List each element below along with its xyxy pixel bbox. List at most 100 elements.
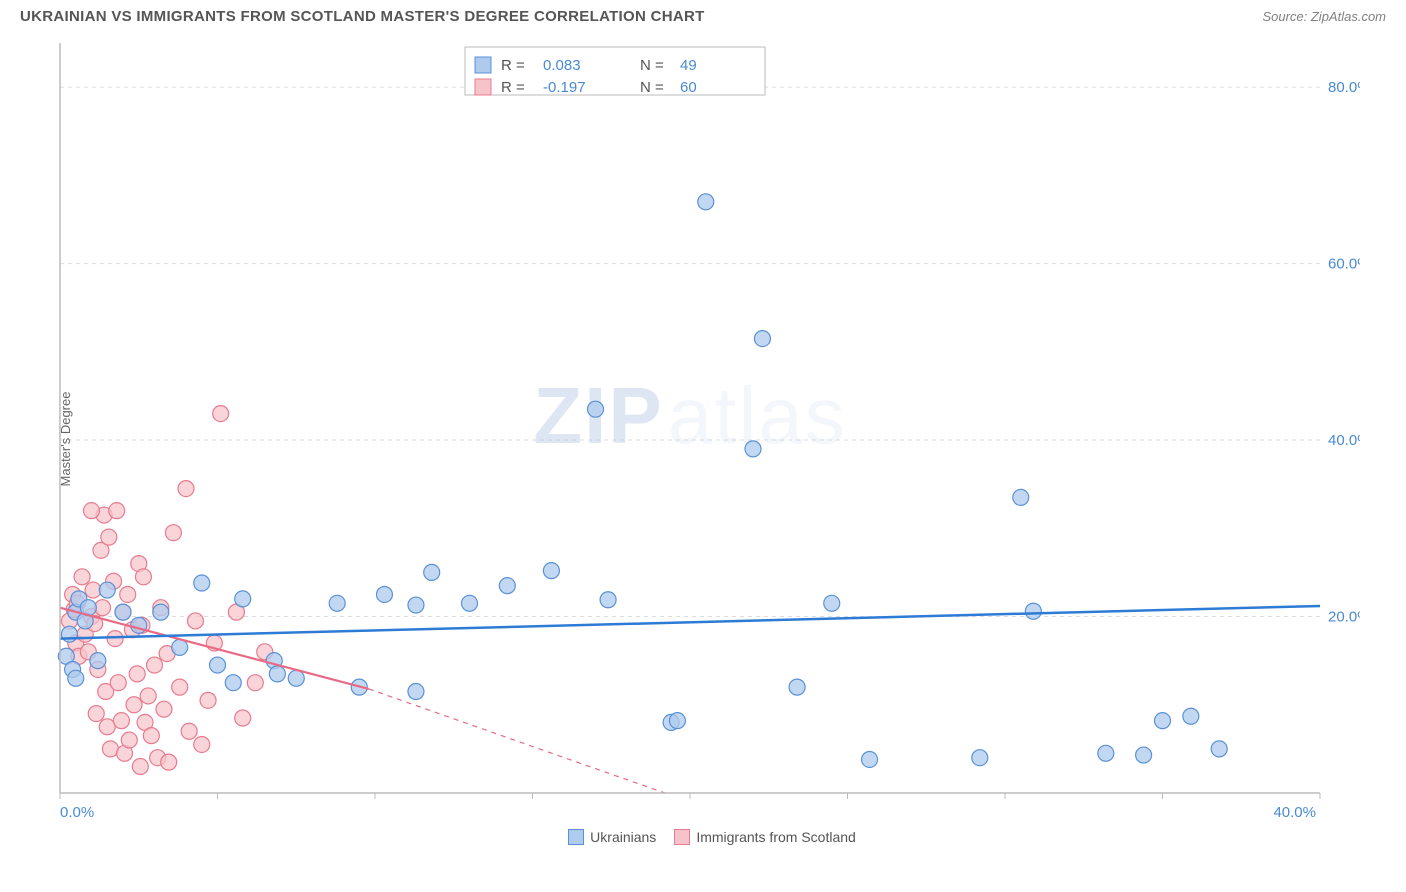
stats-legend: R = 0.083 N = 49 R = -0.197 N = 60: [465, 47, 765, 96]
legend-swatch: [475, 57, 491, 73]
data-point: [115, 604, 131, 620]
data-point: [194, 575, 210, 591]
data-point: [153, 604, 169, 620]
data-point: [862, 751, 878, 767]
data-point: [172, 679, 188, 695]
data-point: [110, 675, 126, 691]
data-point: [1183, 708, 1199, 724]
data-point: [1025, 603, 1041, 619]
legend-swatch: [674, 829, 690, 845]
ytick-label: 80.0%: [1328, 79, 1360, 96]
data-point: [88, 706, 104, 722]
data-point: [408, 597, 424, 613]
data-point: [194, 736, 210, 752]
data-point: [68, 670, 84, 686]
data-point: [588, 401, 604, 417]
data-point: [178, 481, 194, 497]
data-point: [140, 688, 156, 704]
data-point: [132, 759, 148, 775]
chart-header: UKRAINIAN VS IMMIGRANTS FROM SCOTLAND MA…: [0, 0, 1406, 29]
data-point: [90, 653, 106, 669]
data-point: [84, 503, 100, 519]
data-point: [225, 675, 241, 691]
regression-line-pink-dash: [369, 689, 665, 793]
chart-title: UKRAINIAN VS IMMIGRANTS FROM SCOTLAND MA…: [20, 8, 705, 25]
regression-line-blue: [60, 606, 1320, 639]
data-point: [102, 741, 118, 757]
y-axis-label: Master's Degree: [58, 392, 73, 487]
legend-n-value: 49: [680, 57, 697, 74]
data-point: [156, 701, 172, 717]
data-point: [376, 586, 392, 602]
watermark: ZIPatlas: [533, 371, 846, 460]
legend-label: Immigrants from Scotland: [696, 829, 856, 845]
data-point: [107, 631, 123, 647]
ytick-label: 20.0%: [1328, 609, 1360, 626]
data-point: [1155, 713, 1171, 729]
data-point: [135, 569, 151, 585]
data-point: [824, 595, 840, 611]
legend-n-value: 60: [680, 79, 697, 96]
data-point: [200, 692, 216, 708]
data-point: [121, 732, 137, 748]
data-point: [101, 529, 117, 545]
legend-label: Ukrainians: [590, 829, 656, 845]
regression-line-pink: [60, 608, 369, 689]
data-point: [462, 595, 478, 611]
data-point: [698, 194, 714, 210]
legend-n-label: N =: [640, 57, 664, 74]
data-point: [235, 710, 251, 726]
data-point: [172, 639, 188, 655]
data-point: [789, 679, 805, 695]
xtick-label: 40.0%: [1273, 804, 1316, 821]
data-point: [113, 713, 129, 729]
data-point: [745, 441, 761, 457]
legend-r-label: R =: [501, 57, 525, 74]
xtick-label: 0.0%: [60, 804, 94, 821]
ytick-label: 40.0%: [1328, 432, 1360, 449]
data-point: [972, 750, 988, 766]
data-point: [329, 595, 345, 611]
chart-container: Master's Degree 20.0% 40.0% 60.0% 80.0% ZIPa…: [20, 33, 1386, 845]
data-point: [1211, 741, 1227, 757]
data-point: [1013, 489, 1029, 505]
data-point: [165, 525, 181, 541]
data-point: [99, 582, 115, 598]
data-point: [1136, 747, 1152, 763]
legend-r-value: 0.083: [543, 57, 581, 74]
data-point: [669, 713, 685, 729]
legend-bottom: Ukrainians Immigrants from Scotland: [20, 823, 1386, 845]
legend-r-value: -0.197: [543, 79, 586, 96]
data-point: [181, 723, 197, 739]
data-point: [408, 684, 424, 700]
data-point: [120, 586, 136, 602]
data-point: [213, 406, 229, 422]
data-point: [269, 666, 285, 682]
data-point: [187, 613, 203, 629]
data-point: [600, 592, 616, 608]
data-point: [61, 626, 77, 642]
data-point: [210, 657, 226, 673]
data-point: [143, 728, 159, 744]
data-point: [235, 591, 251, 607]
scatter-chart: 20.0% 40.0% 60.0% 80.0% ZIPatlas 0.0% 40.0% R =…: [20, 33, 1360, 823]
chart-source: Source: ZipAtlas.com: [1262, 9, 1386, 24]
data-point: [543, 563, 559, 579]
legend-swatch: [475, 79, 491, 95]
data-point: [129, 666, 145, 682]
legend-r-label: R =: [501, 79, 525, 96]
data-point: [288, 670, 304, 686]
data-point: [74, 569, 90, 585]
data-point: [109, 503, 125, 519]
legend-n-label: N =: [640, 79, 664, 96]
data-point: [754, 331, 770, 347]
data-point: [499, 578, 515, 594]
ytick-label: 60.0%: [1328, 256, 1360, 273]
data-point: [147, 657, 163, 673]
data-point: [424, 564, 440, 580]
legend-swatch: [568, 829, 584, 845]
data-point: [1098, 745, 1114, 761]
data-point: [126, 697, 142, 713]
data-point: [161, 754, 177, 770]
data-point: [247, 675, 263, 691]
